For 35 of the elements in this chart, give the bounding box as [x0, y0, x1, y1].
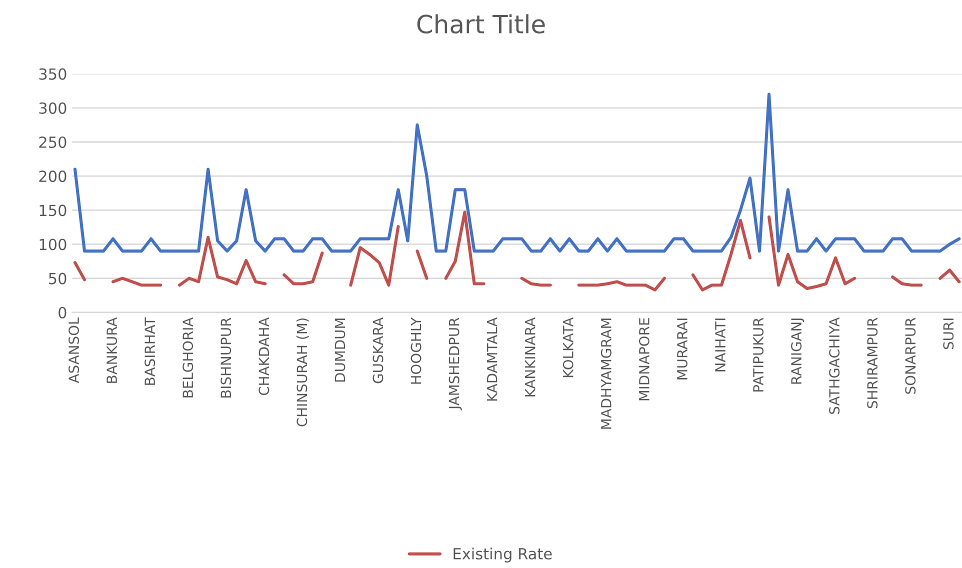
y-tick-label: 100 [40, 238, 66, 250]
x-tick-label: BISHNUPUR [220, 318, 232, 398]
x-tick-label: PATIPUKUR [753, 318, 764, 392]
x-tick-label: ASANSOL [68, 317, 80, 384]
y-tick-label: 350 [39, 68, 66, 80]
y-tick-label: 250 [39, 136, 66, 148]
x-tick-label: KANKINARA [525, 317, 536, 396]
x-tick-label: SURI [943, 318, 954, 350]
x-tick-label: MADHYAMGRAM [600, 318, 612, 429]
x-tick-label: KADAMTALA [487, 317, 498, 401]
x-tick-label: DUMDUM [334, 318, 346, 382]
x-tick-label: SATHGACHIYA [829, 317, 840, 414]
x-tick-label: MURARAI [677, 318, 688, 380]
x-tick-label: MIDNAPORE [638, 318, 650, 400]
x-tick-label: BASIRHAT [144, 317, 156, 385]
x-tick-label: BELGHORIA [182, 317, 194, 398]
x-tick-label: RANIGANJ [791, 318, 804, 384]
x-tick-label: JAMSHEDPUR [448, 318, 462, 410]
chart-title: Chart Title [417, 14, 545, 34]
x-tick-label: HOOGHLY [410, 317, 422, 384]
x-tick-label: BANKURA [106, 317, 118, 383]
line-series [73, 92, 961, 253]
x-tick-label: SONARPUR [905, 318, 916, 394]
y-tick-label: 150 [40, 204, 66, 216]
x-tick-label: CHAKDAHA [258, 317, 270, 396]
y-tick-label: 300 [39, 102, 66, 114]
y-tick-label: 0 [58, 306, 66, 318]
x-tick-label: KOLKATA [562, 317, 574, 378]
x-tick-label: NAIHATI [715, 318, 726, 372]
x-tick-label: CHINSURAH (M) [296, 318, 309, 426]
x-tick-label: GUSKARA [372, 317, 384, 384]
y-tick-label: 50 [49, 272, 66, 284]
x-tick-label: SHRIRAMPUR [867, 318, 878, 408]
y-tick-label: 200 [39, 170, 66, 182]
legend-label: Existing Rate [454, 548, 552, 562]
